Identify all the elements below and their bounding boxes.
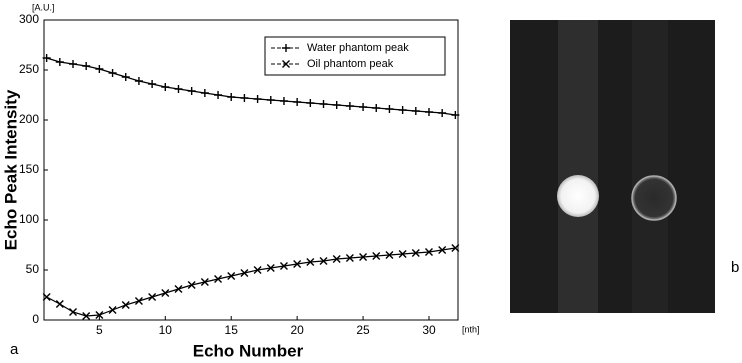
figure: [A.U.] [nth] Echo Number Echo Peak Inten… bbox=[0, 0, 742, 363]
marker bbox=[399, 106, 407, 114]
marker bbox=[280, 97, 288, 105]
marker bbox=[162, 290, 169, 297]
marker bbox=[70, 309, 77, 316]
marker bbox=[412, 107, 420, 115]
panel-label: b bbox=[731, 259, 739, 276]
y-axis-title: Echo Peak Intensity bbox=[1, 89, 20, 250]
y-tick-label: 200 bbox=[19, 112, 39, 126]
marker bbox=[240, 94, 248, 102]
x-tick-label: 25 bbox=[356, 323, 370, 337]
x-tick-label: 20 bbox=[290, 323, 304, 337]
x-tick-label: 10 bbox=[159, 323, 173, 337]
marker bbox=[359, 103, 367, 111]
marker bbox=[214, 91, 222, 99]
marker bbox=[201, 89, 209, 97]
x-axis-title: Echo Number bbox=[193, 341, 304, 360]
x-unit: [nth] bbox=[462, 324, 480, 334]
marker bbox=[227, 93, 235, 101]
marker bbox=[267, 96, 275, 104]
marker bbox=[372, 104, 380, 112]
y-tick-label: 50 bbox=[26, 262, 40, 276]
marker bbox=[306, 99, 314, 107]
marker bbox=[122, 302, 129, 309]
panel-label: a bbox=[10, 341, 19, 358]
series-line bbox=[47, 248, 456, 316]
marker bbox=[161, 83, 169, 91]
marker bbox=[175, 286, 182, 293]
marker bbox=[149, 294, 156, 301]
marker bbox=[69, 60, 77, 68]
marker bbox=[438, 109, 446, 117]
marker bbox=[346, 102, 354, 110]
marker bbox=[320, 100, 328, 108]
marker bbox=[188, 87, 196, 95]
x-tick-label: 5 bbox=[96, 323, 103, 337]
marker bbox=[135, 298, 142, 305]
marker bbox=[425, 108, 433, 116]
y-tick-label: 0 bbox=[32, 312, 39, 326]
marker bbox=[385, 105, 393, 113]
marker bbox=[293, 98, 301, 106]
marker bbox=[109, 307, 116, 314]
marker bbox=[56, 301, 63, 308]
y-tick-label: 250 bbox=[19, 62, 39, 76]
marker bbox=[122, 73, 130, 81]
x-tick-label: 30 bbox=[422, 323, 436, 337]
legend-label: Water phantom peak bbox=[307, 42, 409, 54]
marker bbox=[82, 62, 90, 70]
marker bbox=[148, 80, 156, 88]
marker bbox=[333, 101, 341, 109]
marker bbox=[174, 85, 182, 93]
marker bbox=[109, 69, 117, 77]
mri-image bbox=[510, 20, 715, 313]
y-tick-label: 100 bbox=[19, 212, 39, 226]
marker bbox=[254, 95, 262, 103]
marker bbox=[56, 58, 64, 66]
y-tick-label: 300 bbox=[19, 12, 39, 26]
legend-label: Oil phantom peak bbox=[307, 58, 394, 70]
y-unit: [A.U.] bbox=[32, 2, 55, 12]
y-tick-label: 150 bbox=[19, 162, 39, 176]
x-tick-label: 15 bbox=[225, 323, 239, 337]
marker bbox=[95, 65, 103, 73]
marker bbox=[135, 77, 143, 85]
